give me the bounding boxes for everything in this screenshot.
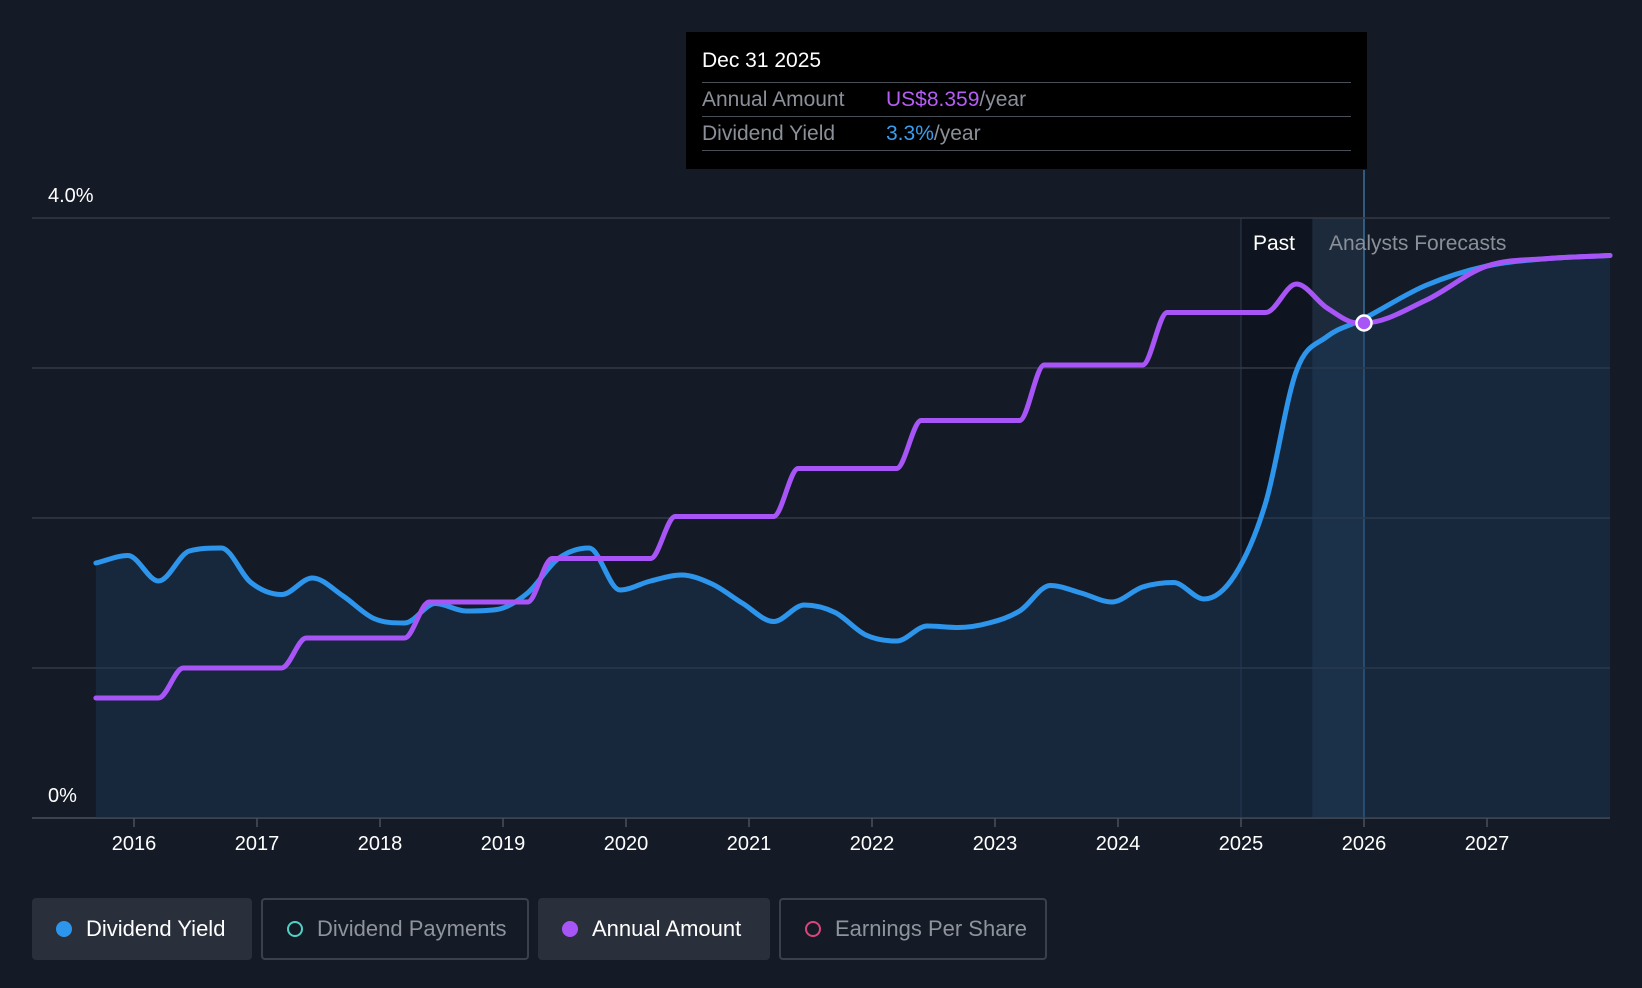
- tooltip: Dec 31 2025 Annual Amount US$8.359 /year…: [686, 32, 1367, 169]
- x-tick-label: 2023: [973, 833, 1018, 855]
- grid-lines: [32, 217, 1610, 819]
- x-axis: 2016 2017 2018 2019 2020 2021 2022 2023 2024 2025…: [112, 818, 1510, 855]
- hollow-circle-icon: [805, 921, 821, 937]
- area-fills: [95, 255, 1610, 818]
- x-tick-label: 2020: [604, 833, 649, 855]
- past-label: Past: [1253, 232, 1295, 255]
- legend-earnings-per-share-button[interactable]: Earnings Per Share: [779, 898, 1047, 960]
- x-tick-label: 2022: [850, 833, 895, 855]
- legend-label: Dividend Payments: [317, 916, 507, 941]
- cursor-marker: [1355, 314, 1373, 332]
- x-tick-label: 2024: [1096, 833, 1141, 855]
- tooltip-label: Dividend Yield: [702, 122, 836, 145]
- tooltip-date: Dec 31 2025: [702, 49, 822, 72]
- tooltip-label: Annual Amount: [702, 88, 845, 111]
- x-tick-label: 2021: [727, 833, 772, 855]
- x-tick-label: 2027: [1465, 833, 1510, 855]
- tooltip-unit: /year: [979, 88, 1027, 111]
- legend-label: Annual Amount: [592, 916, 742, 941]
- dividend-yield-line: [93, 253, 1613, 644]
- y-axis: 4.0% 0%: [48, 185, 94, 807]
- region-labels: Past Analysts Forecasts: [1253, 232, 1506, 255]
- filled-circle-icon: [562, 921, 578, 937]
- y-label-bottom: 0%: [48, 785, 77, 807]
- dividend-yield-area: [95, 255, 1610, 818]
- tooltip-unit: /year: [933, 122, 981, 145]
- tooltip-value: US$8.359: [886, 88, 980, 111]
- y-label-top: 4.0%: [48, 185, 94, 207]
- x-tick-label: 2025: [1219, 833, 1264, 855]
- legend-dividend-payments-button[interactable]: Dividend Payments: [261, 898, 529, 960]
- x-tick-label: 2018: [358, 833, 403, 855]
- filled-circle-icon: [56, 921, 72, 937]
- tooltip-value: 3.3%: [886, 122, 934, 145]
- tooltip-row-dividend-yield: Dividend Yield 3.3% /year: [702, 116, 1351, 151]
- legend-annual-amount-button[interactable]: Annual Amount: [538, 898, 770, 960]
- forecast-label: Analysts Forecasts: [1329, 232, 1506, 255]
- hollow-circle-icon: [287, 921, 303, 937]
- x-tick-label: 2019: [481, 833, 526, 855]
- legend-label: Earnings Per Share: [835, 916, 1027, 941]
- legend-dividend-yield-button[interactable]: Dividend Yield: [32, 898, 252, 960]
- x-tick-label: 2026: [1342, 833, 1387, 855]
- x-tick-label: 2016: [112, 833, 157, 855]
- cursor-point: [1355, 314, 1373, 332]
- legend-label: Dividend Yield: [86, 916, 226, 941]
- tooltip-row-annual-amount: Annual Amount US$8.359 /year: [702, 82, 1351, 116]
- x-tick-label: 2017: [235, 833, 280, 855]
